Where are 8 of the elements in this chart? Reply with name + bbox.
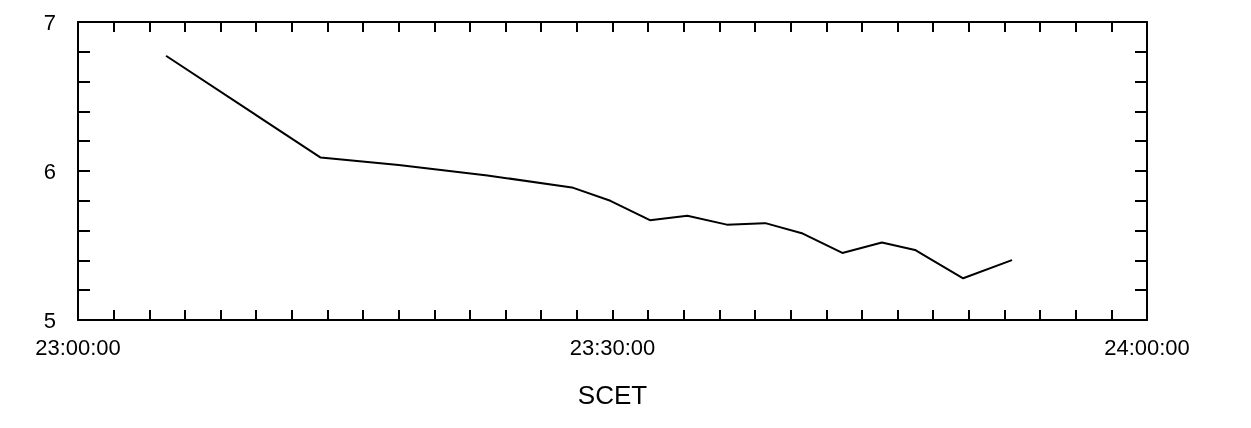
y-tick-label: 5 <box>43 307 56 333</box>
y-tick-label: 7 <box>43 9 56 35</box>
y-tick-label: 6 <box>43 158 56 184</box>
x-tick-label: 23:30:00 <box>569 334 656 360</box>
line-series <box>165 55 1013 280</box>
x-tick-label: 24:00:00 <box>1104 334 1190 360</box>
x-tick-label: 23:00:00 <box>35 334 121 360</box>
x-axis-title: SCET <box>577 380 648 410</box>
